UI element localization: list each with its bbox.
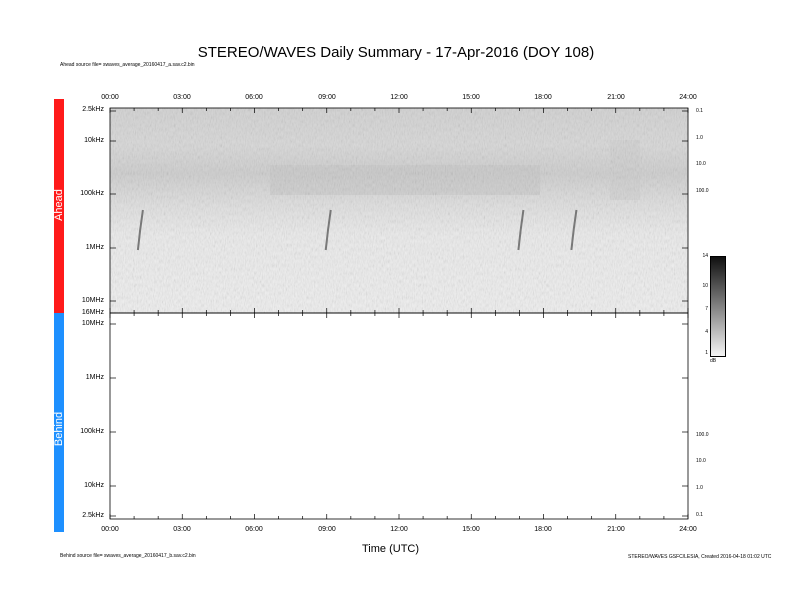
credit-note: STEREO/WAVES GSFC/LESIA, Created 2016-04… — [628, 554, 772, 560]
ahead-sidebar: Ahead — [53, 99, 65, 313]
behind-ytick-label: 2.5kHz — [82, 512, 104, 519]
ahead-source-note: Ahead source file= swaves_average_201604… — [60, 62, 195, 68]
bottom-xtick-label: 15:00 — [462, 526, 480, 533]
behind-ytick-label: 10MHz — [81, 320, 104, 327]
colorbar — [710, 256, 726, 357]
ahead-ytick-label: 10kHz — [84, 137, 104, 144]
behind-right-tick-label: 10.0 — [696, 458, 706, 464]
bottom-xtick-label: 09:00 — [318, 526, 336, 533]
colorbar-unit: dB — [710, 358, 717, 364]
ahead-right-tick-label: 100.0 — [696, 188, 709, 194]
behind-ytick-label: 10kHz — [84, 482, 104, 489]
colorbar-tick-label: 7 — [705, 306, 708, 312]
colorbar-tick-label: 4 — [705, 329, 708, 335]
type-iii-burst — [570, 209, 578, 251]
ahead-ytick-label: 100kHz — [80, 190, 104, 197]
bottom-xtick-label: 03:00 — [173, 526, 191, 533]
behind-ytick-label: 1MHz — [85, 374, 104, 381]
behind-right-tick-label: 1.0 — [696, 485, 703, 491]
bottom-xtick-label: 00:00 — [101, 526, 119, 533]
bottom-xtick-label: 12:00 — [390, 526, 408, 533]
behind-right-tick-label: 100.0 — [696, 432, 709, 438]
bottom-xtick-label: 06:00 — [245, 526, 263, 533]
behind-source-note: Behind source file= swaves_average_20160… — [60, 553, 196, 559]
ahead-right-tick-label: 10.0 — [696, 161, 706, 167]
bottom-xtick-label: 18:00 — [534, 526, 552, 533]
chart-title: STEREO/WAVES Daily Summary - 17-Apr-2016… — [197, 44, 595, 61]
top-xtick-label: 09:00 — [318, 94, 336, 101]
top-xtick-label: 21:00 — [607, 94, 625, 101]
colorbar-tick-label: 1 — [705, 350, 708, 356]
ahead-right-tick-label: 0.1 — [696, 108, 703, 114]
top-xtick-label: 24:00 — [679, 94, 697, 101]
tick-marks — [109, 108, 689, 519]
top-xtick-label: 06:00 — [245, 94, 263, 101]
colorbar-tick-label: 10 — [702, 283, 708, 289]
type-iii-burst — [324, 209, 332, 251]
bottom-xtick-label: 24:00 — [679, 526, 697, 533]
top-xtick-label: 00:00 — [101, 94, 119, 101]
top-xtick-label: 12:00 — [390, 94, 408, 101]
colorbar-tick-label: 14 — [702, 253, 708, 259]
x-axis-label: Time (UTC) — [362, 543, 420, 555]
behind-right-tick-label: 0.1 — [696, 512, 703, 518]
type-iii-burst — [517, 209, 525, 251]
behind-sidebar: Behind — [53, 313, 65, 532]
ahead-right-tick-label: 1.0 — [696, 135, 703, 141]
ahead-ytick-label: 10MHz — [81, 297, 104, 304]
ahead-ytick-label: 1MHz — [85, 244, 104, 251]
type-iii-burst — [136, 209, 144, 251]
ahead-spectrogram — [110, 108, 688, 313]
top-xtick-label: 18:00 — [534, 94, 552, 101]
top-xtick-label: 15:00 — [462, 94, 480, 101]
ahead-ytick-label: 2.5kHz — [82, 106, 104, 113]
bottom-xtick-label: 21:00 — [607, 526, 625, 533]
behind-panel — [110, 313, 688, 519]
top-xtick-label: 03:00 — [173, 94, 191, 101]
behind-ytick-label: 100kHz — [80, 428, 104, 435]
ahead-ytick-label: 16MHz — [81, 309, 104, 316]
